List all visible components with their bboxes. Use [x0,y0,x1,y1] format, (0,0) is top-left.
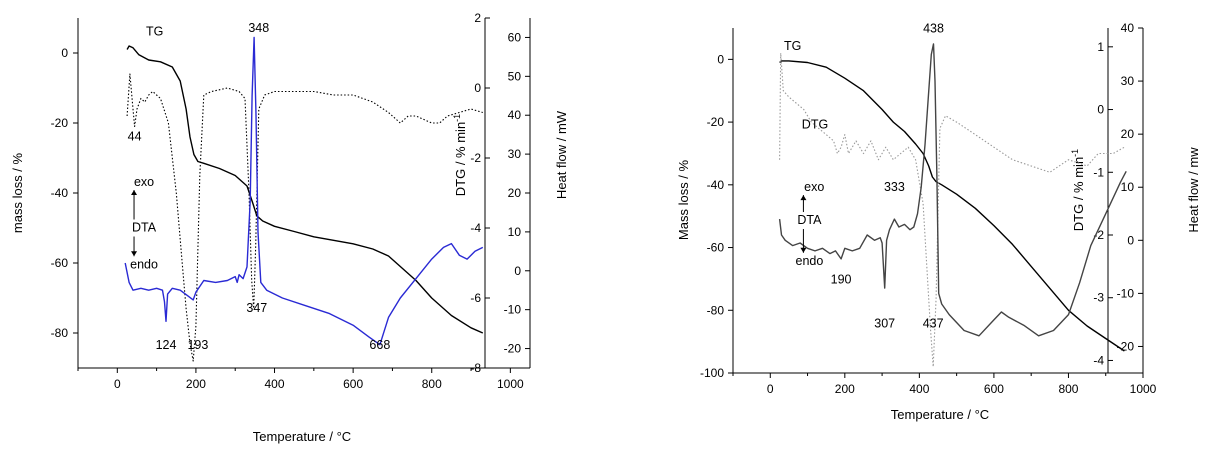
endo-arrow-head [800,247,807,253]
x-axis-label: Temperature / °C [253,429,351,444]
exo-arrow-head [131,190,138,195]
y-tick-label: -20 [707,115,725,129]
y3-tick-label: 30 [508,147,522,161]
y-tick-label: -20 [51,116,69,130]
y-tick-label: 0 [717,52,724,66]
y3-tick-label: 50 [508,69,522,83]
x-tick-label: 200 [835,382,855,396]
y3-tick-label: 0 [1127,233,1134,247]
x-tick-label: 800 [422,377,442,391]
y3-axis-label: Heat flow / mW [554,110,569,199]
y2-tick-label: -4 [470,221,481,235]
y-tick-label: -40 [51,186,69,200]
annotation-label: DTA [132,221,157,235]
y2-tick-label: 0 [1097,103,1104,117]
x-tick-label: 600 [984,382,1004,396]
annotation-label: 348 [248,21,269,35]
annotation-label: 44 [128,130,142,144]
y3-tick-label: 10 [508,225,522,239]
y3-tick-label: 20 [508,186,522,200]
annotation-label: TG [146,25,163,39]
y3-tick-label: 40 [1121,21,1135,35]
annotation-label: endo [130,257,158,271]
y3-axis-label: Heat flow / mw [1186,147,1201,233]
annotation-label: exo [804,180,824,194]
exo-arrow-head [800,195,807,201]
y2-tick-label: 1 [1097,40,1104,54]
y2-tick-label: -2 [1093,228,1104,242]
y2-axis-label: DTG / % min-1 [452,114,468,196]
y2-axis-label: DTG / % min-1 [1070,149,1086,231]
y-tick-label: -80 [707,303,725,317]
annotation-label: 190 [831,273,852,287]
annotation-label: 193 [187,338,208,352]
y-tick-label: -100 [700,366,724,380]
y-axis-label: mass loss / % [10,152,25,233]
y2-tick-label: -3 [1093,291,1104,305]
series-dtg-line [779,52,1125,368]
y-axis-label: Mass loss / % [676,159,691,240]
x-axis-label: Temperature / °C [891,407,989,422]
y3-tick-label: 0 [514,264,521,278]
y3-tick-label: 20 [1121,127,1135,141]
annotation-label: 437 [923,317,944,331]
series-dtg-line [126,73,483,362]
y2-tick-label: -6 [470,291,481,305]
y2-tick-label: 2 [474,11,481,25]
series-dta-line [778,43,1127,337]
x-tick-label: 400 [265,377,285,391]
series-dta-line [124,36,484,346]
x-tick-label: 400 [909,382,929,396]
y-tick-label: -40 [707,178,725,192]
y2-tick-label: -8 [470,361,481,375]
y3-tick-label: 10 [1121,180,1135,194]
x-tick-label: 200 [186,377,206,391]
y-tick-label: -60 [707,241,725,255]
y3-tick-label: 30 [1121,74,1135,88]
annotation-label: 438 [923,22,944,36]
endo-arrow-head [131,251,138,257]
x-tick-label: 800 [1058,382,1078,396]
annotation-label: 347 [246,301,267,315]
annotation-label: 668 [369,338,390,352]
y2-tick-label: -4 [1093,353,1104,367]
annotation-label: 124 [156,338,177,352]
annotation-label: 333 [884,180,905,194]
y2-axis-label-superscript: -1 [452,114,462,122]
annotation-label: DTG [802,117,828,131]
annotation-label: exo [134,175,154,189]
y-tick-label: -60 [51,256,69,270]
y3-tick-label: 40 [508,108,522,122]
y3-tick-label: -10 [504,303,522,317]
annotation-label: 307 [874,317,895,331]
annotation-label: endo [796,254,824,268]
x-tick-label: 1000 [1130,382,1157,396]
y2-tick-label: -2 [470,151,481,165]
y2-tick-label: 0 [474,81,481,95]
y-tick-label: 0 [61,46,68,60]
chart-2: 0 200 400 600 800 10000-20-40-60-80-10010-1-2… [676,21,1201,422]
x-tick-label: 600 [343,377,363,391]
x-tick-label: 0 [114,377,121,391]
x-tick-label: 0 [767,382,774,396]
x-tick-label: 1000 [497,377,524,391]
y2-tick-label: -1 [1093,165,1104,179]
y2-axis-label-superscript: -1 [1070,149,1080,157]
y3-tick-label: -20 [1117,339,1135,353]
annotation-label: DTA [797,213,822,227]
annotation-label: TG [784,39,801,53]
y3-tick-label: 60 [508,30,522,44]
y-tick-label: -80 [51,326,69,340]
y3-tick-label: -10 [1117,286,1135,300]
y3-tick-label: -20 [504,342,522,356]
series-tg-line [779,60,1125,352]
chart-1: 0 200 400 600 800 10000-20-40-60-8020-2-4-6-8… [10,11,569,444]
